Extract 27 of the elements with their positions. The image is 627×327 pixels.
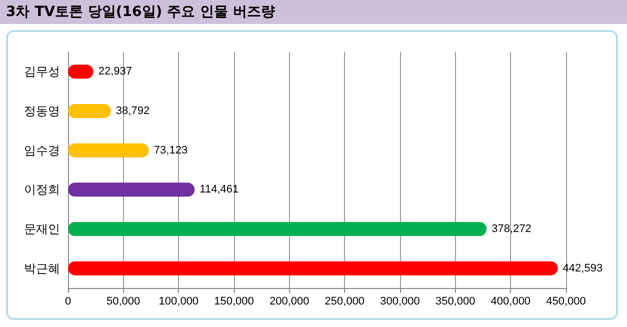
x-tick-label: 250,000 — [324, 296, 365, 308]
data-label: 114,461 — [200, 184, 239, 196]
chart-title: 3차 TV토론 당일(16일) 주요 인물 버즈량 — [0, 0, 627, 24]
y-tick-label: 이정희 — [24, 182, 60, 197]
y-tick-label: 정동영 — [24, 104, 60, 118]
x-tick-label: 200,000 — [269, 296, 310, 308]
data-label: 22,937 — [98, 66, 132, 78]
x-tick-label: 0 — [64, 296, 72, 308]
bar — [68, 182, 195, 197]
x-tick-label: 50,000 — [106, 296, 140, 308]
x-tick-label: 100,000 — [158, 296, 199, 308]
data-label: 442,593 — [562, 262, 603, 274]
x-tick-label: 350,000 — [435, 296, 476, 308]
y-tick-label: 임수경 — [24, 143, 60, 158]
x-tick-label: 150,000 — [214, 296, 254, 308]
x-tick-label: 300,000 — [380, 296, 420, 308]
data-label: 38,792 — [116, 105, 150, 117]
bar — [68, 261, 558, 276]
x-tick-label: 450,000 — [546, 296, 586, 308]
y-tick-label: 문재인 — [24, 222, 60, 236]
data-label: 378,272 — [492, 223, 532, 235]
data-label: 73,123 — [154, 144, 188, 156]
y-tick-label: 김무성 — [24, 64, 60, 79]
y-tick-label: 박근혜 — [24, 261, 60, 276]
bar — [68, 222, 487, 236]
bar — [68, 143, 149, 158]
x-tick-label: 400,000 — [490, 296, 531, 308]
